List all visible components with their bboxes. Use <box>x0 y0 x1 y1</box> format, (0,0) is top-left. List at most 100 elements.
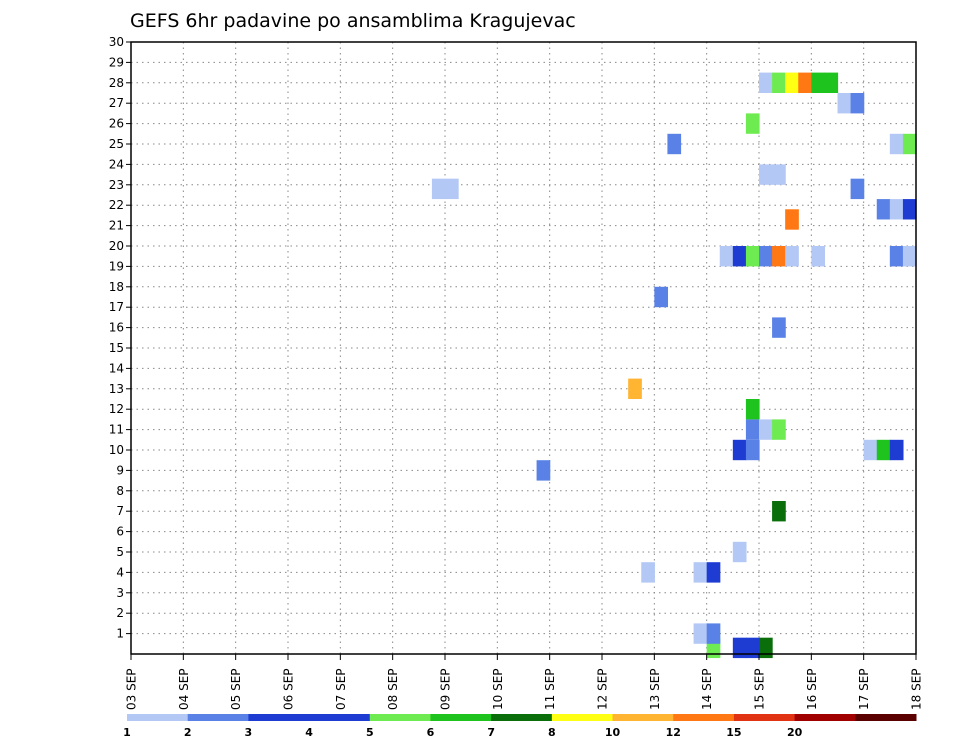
ensemble-cell <box>850 93 865 114</box>
ensemble-cell <box>889 199 904 220</box>
ensemble-cell <box>641 562 655 583</box>
y-tick-label: 20 <box>109 239 124 253</box>
x-tick-label: 09 SEP <box>439 668 453 710</box>
y-tick-label: 23 <box>109 178 124 192</box>
colorbar-tick-label: 7 <box>487 726 495 739</box>
ensemble-cell <box>732 439 747 461</box>
ensemble-cell <box>876 439 891 461</box>
ensemble-cell <box>732 541 747 563</box>
colorbar-tick-label: 20 <box>787 726 803 739</box>
y-axis: 1234567891011121314151617181920212223242… <box>109 35 131 641</box>
ensemble-cell <box>706 562 721 583</box>
chart-title: GEFS 6hr padavine po ansamblima Kragujev… <box>130 10 576 32</box>
ensemble-cell <box>811 246 826 267</box>
ensemble-cell <box>693 623 708 644</box>
colorbar-swatch <box>187 714 249 721</box>
y-tick-label: 27 <box>109 96 124 110</box>
ensemble-cell <box>772 246 786 267</box>
ensemble-cell <box>772 317 786 338</box>
colorbar-swatch <box>369 714 431 721</box>
y-tick-label: 17 <box>109 300 124 314</box>
y-tick-label: 15 <box>109 341 124 355</box>
y-tick-label: 16 <box>109 321 124 335</box>
colorbar-tick-label: 6 <box>427 726 435 739</box>
ensemble-cell <box>706 623 721 644</box>
y-tick-label: 30 <box>109 35 124 49</box>
ensemble-cell <box>745 246 760 267</box>
y-tick-label: 6 <box>116 525 124 539</box>
ensemble-cell <box>785 72 799 93</box>
y-tick-label: 9 <box>116 463 124 477</box>
ensemble-cell <box>759 419 773 440</box>
colorbar-swatch <box>794 714 856 721</box>
ensemble-cell <box>719 246 734 267</box>
x-tick-label: 18 SEP <box>910 668 924 710</box>
plot-frame <box>130 41 917 655</box>
ensemble-cell <box>745 113 760 134</box>
y-tick-label: 10 <box>109 443 124 457</box>
ensemble-cell <box>876 199 891 220</box>
y-tick-label: 21 <box>109 219 124 233</box>
x-tick-label: 05 SEP <box>229 668 243 710</box>
colorbar-tick-label: 3 <box>245 726 253 739</box>
x-tick-label: 10 SEP <box>491 668 505 710</box>
ensemble-cell <box>431 178 446 200</box>
colorbar-tick-label: 8 <box>548 726 556 739</box>
y-tick-label: 13 <box>109 382 124 396</box>
colorbar-swatch <box>612 714 674 721</box>
x-tick-label: 06 SEP <box>282 668 296 710</box>
ensemble-cell <box>759 246 773 267</box>
ensemble-cell <box>732 246 747 267</box>
ensemble-cell <box>837 93 852 114</box>
x-tick-label: 14 SEP <box>700 668 714 710</box>
colorbar-tick-label: 15 <box>726 726 741 739</box>
x-tick-label: 07 SEP <box>334 668 348 710</box>
ensemble-cell <box>811 72 826 93</box>
ensemble-cell <box>759 72 773 93</box>
y-tick-label: 12 <box>109 402 124 416</box>
ensemble-cell <box>772 72 786 93</box>
x-tick-label: 17 SEP <box>857 668 871 710</box>
ensemble-cell <box>654 286 669 308</box>
ensemble-cell <box>902 199 917 220</box>
colorbar-tick-label: 12 <box>666 726 681 739</box>
ensemble-cell <box>745 419 760 440</box>
x-tick-label: 16 SEP <box>805 668 819 710</box>
ensemble-cell <box>798 72 812 93</box>
colorbar-swatch <box>248 714 310 721</box>
y-tick-label: 26 <box>109 117 124 131</box>
ensemble-cell <box>863 439 878 461</box>
x-tick-label: 13 SEP <box>648 668 662 710</box>
y-tick-label: 4 <box>116 565 124 579</box>
y-tick-label: 19 <box>109 259 124 273</box>
y-tick-label: 22 <box>109 198 124 212</box>
ensemble-cell <box>693 562 708 583</box>
ensemble-cell <box>745 637 760 659</box>
ensemble-cell <box>889 133 904 155</box>
y-tick-label: 1 <box>116 627 124 641</box>
x-tick-label: 03 SEP <box>125 668 139 710</box>
colorbar-swatch <box>309 714 371 721</box>
ensemble-cell <box>667 133 682 155</box>
ensemble-cell <box>745 439 760 461</box>
colorbar-swatch <box>491 714 553 721</box>
ensemble-cell <box>732 637 747 659</box>
x-tick-label: 12 SEP <box>596 668 610 710</box>
colorbar-swatch <box>127 714 189 721</box>
ensemble-cell <box>902 133 917 155</box>
ensemble-cell <box>772 419 786 440</box>
colorbar-tick-label: 10 <box>605 726 621 739</box>
ensemble-cell <box>785 246 799 267</box>
ensemble-cell <box>628 378 642 399</box>
x-tick-label: 04 SEP <box>177 668 191 710</box>
x-axis: 03 SEP 04 SEP 05 SEP 06 SEP 07 SEP 08 SEP 09 S… <box>125 654 924 710</box>
ensemble-cell <box>889 246 904 267</box>
colorbar: 1 2 3 4 5 6 7 8 10 12 15 20 <box>123 714 917 739</box>
colorbar-swatch <box>673 714 735 721</box>
y-tick-label: 2 <box>116 606 124 620</box>
grid-lines <box>130 41 917 654</box>
ensemble-cell <box>850 178 865 200</box>
ensemble-cell <box>759 164 773 185</box>
y-tick-label: 3 <box>116 586 124 600</box>
y-tick-label: 29 <box>109 55 124 69</box>
